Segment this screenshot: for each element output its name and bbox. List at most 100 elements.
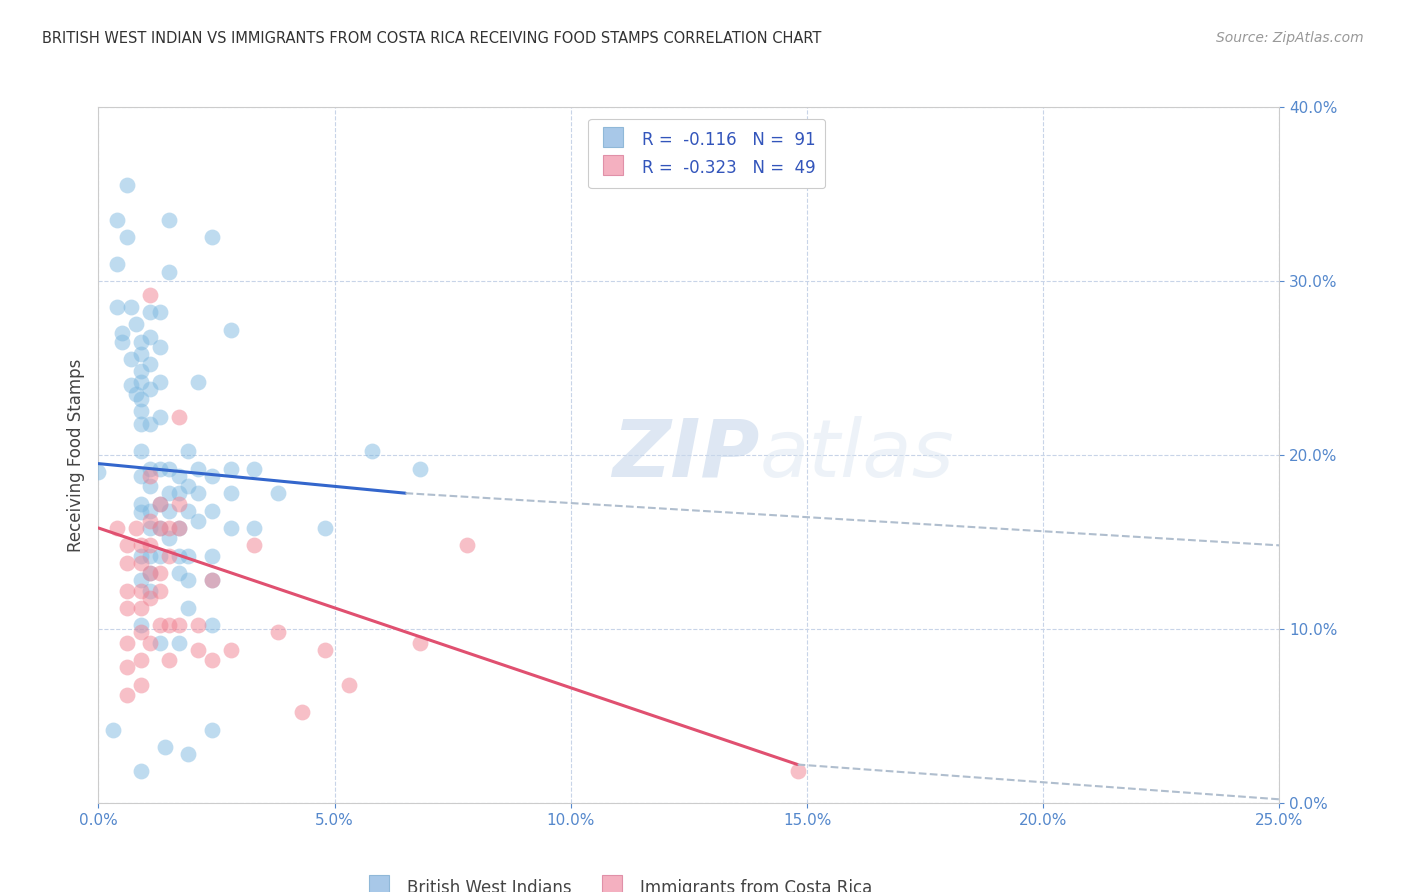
Point [129,583,152,598]
Point [101,723,124,737]
Point [139,566,162,581]
Point [129,573,152,587]
Point [129,375,152,389]
Point [201,549,224,563]
Point [157,503,180,517]
Point [201,230,224,244]
Point [177,444,200,458]
Point [121,352,143,367]
Point [129,677,152,691]
Point [167,636,190,650]
Point [129,601,152,615]
Point [111,334,134,349]
Point [149,636,172,650]
Point [167,566,190,581]
Point [129,618,152,632]
Point [129,764,152,779]
Point [105,300,128,314]
Point [139,358,162,372]
Point [139,514,162,528]
Point [408,462,430,476]
Point [177,573,200,587]
Point [456,538,478,552]
Point [115,660,138,674]
Point [157,486,180,500]
Point [115,636,138,650]
Point [129,444,152,458]
Point [139,538,162,552]
Point [167,549,190,563]
Point [115,556,138,570]
Point [201,503,224,517]
Point [139,462,162,476]
Point [167,409,190,424]
Point [187,486,209,500]
Point [187,618,209,632]
Point [157,265,180,279]
Point [129,468,152,483]
Point [139,591,162,605]
Point [149,521,172,535]
Point [267,486,290,500]
Point [139,636,162,650]
Point [129,404,152,418]
Point [177,747,200,761]
Point [125,387,148,401]
Point [115,583,138,598]
Point [201,618,224,632]
Point [167,618,190,632]
Point [219,462,242,476]
Point [139,503,162,517]
Point [290,706,312,720]
Point [149,340,172,354]
Text: BRITISH WEST INDIAN VS IMMIGRANTS FROM COSTA RICA RECEIVING FOOD STAMPS CORRELAT: BRITISH WEST INDIAN VS IMMIGRANTS FROM C… [42,31,821,46]
Point [125,521,148,535]
Point [167,468,190,483]
Point [187,375,209,389]
Text: Source: ZipAtlas.com: Source: ZipAtlas.com [1216,31,1364,45]
Point [139,479,162,493]
Point [361,444,384,458]
Point [149,549,172,563]
Point [149,462,172,476]
Point [149,409,172,424]
Point [167,521,190,535]
Point [157,653,180,667]
Point [314,521,336,535]
Point [149,375,172,389]
Point [177,601,200,615]
Point [314,642,336,657]
Point [115,538,138,552]
Point [187,514,209,528]
Point [157,549,180,563]
Point [139,329,162,343]
Point [219,521,242,535]
Point [337,677,360,691]
Point [201,468,224,483]
Point [157,213,180,227]
Point [177,479,200,493]
Point [129,364,152,378]
Point [149,618,172,632]
Point [149,497,172,511]
Point [149,305,172,319]
Point [115,230,138,244]
Point [139,549,162,563]
Point [177,503,200,517]
Point [129,538,152,552]
Point [129,334,152,349]
Point [115,178,138,193]
Point [139,288,162,302]
Point [139,468,162,483]
Point [201,723,224,737]
Point [129,417,152,431]
Point [129,549,152,563]
Point [129,625,152,640]
Point [87,466,110,480]
Point [243,538,266,552]
Point [115,688,138,702]
Point [139,382,162,396]
Y-axis label: Receiving Food Stamps: Receiving Food Stamps [66,359,84,551]
Point [129,347,152,361]
Point [201,573,224,587]
